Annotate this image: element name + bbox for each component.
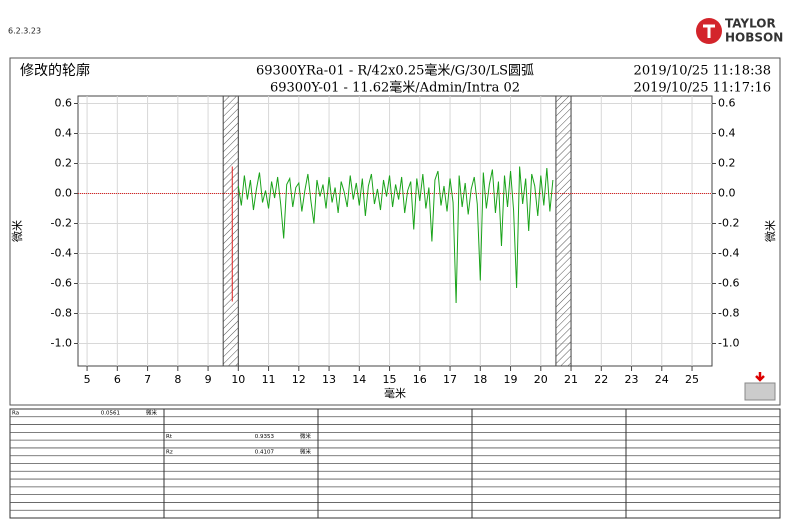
x-tick-label: 7 xyxy=(144,373,151,386)
y2-tick-label: -1.0 xyxy=(718,337,739,350)
x-tick-label: 19 xyxy=(504,373,518,386)
x-tick-label: 14 xyxy=(352,373,366,386)
x-tick-label: 20 xyxy=(534,373,548,386)
y-tick-label: -0.2 xyxy=(51,217,72,230)
param-value: 0.4107 xyxy=(255,449,275,455)
y2-tick-label: -0.8 xyxy=(718,307,739,320)
logo: TAYLOR HOBSON xyxy=(696,17,783,45)
y2-tick-label: 0.6 xyxy=(718,97,736,110)
y2-tick-label: 0.0 xyxy=(718,187,736,200)
x-tick-label: 5 xyxy=(84,373,91,386)
y2-tick-label: -0.4 xyxy=(718,247,739,260)
x-tick-label: 16 xyxy=(413,373,427,386)
excluded-region xyxy=(555,95,572,367)
results-table: Ra 0.0561 微米 Rt 0.9353 微米 Rz 0.4107 微米 xyxy=(9,408,781,519)
param-name: Rz xyxy=(166,449,173,455)
y2-tick-label: -0.6 xyxy=(718,277,739,290)
x-tick-label: 18 xyxy=(473,373,487,386)
x-tick-label: 9 xyxy=(205,373,212,386)
x-tick-label: 25 xyxy=(685,373,699,386)
plot-area xyxy=(77,95,713,367)
export-icon[interactable] xyxy=(744,372,776,401)
x-tick-label: 17 xyxy=(443,373,457,386)
logo-text: TAYLOR xyxy=(725,17,776,31)
chart-title: 修改的轮廓 xyxy=(20,62,90,79)
y2-tick-label: 0.4 xyxy=(718,127,736,140)
x-axis-label: 毫米 xyxy=(384,386,406,400)
param-value: 0.9353 xyxy=(255,434,275,440)
subtitle: 69300YRa-01 - R/42x0.25毫米/G/30/LS圆弧 xyxy=(256,63,534,79)
x-tick-label: 11 xyxy=(262,373,276,386)
y-tick-label: -0.8 xyxy=(51,307,72,320)
x-tick-label: 15 xyxy=(383,373,397,386)
subtitle: 69300Y-01 - 11.62毫米/Admin/Intra 02 xyxy=(270,80,520,96)
version: 6.2.3.23 xyxy=(8,27,41,36)
y-axis-label: 微米 xyxy=(10,220,24,242)
y-tick-label: 0.0 xyxy=(55,187,73,200)
x-tick-label: 23 xyxy=(625,373,639,386)
x-tick-label: 12 xyxy=(292,373,306,386)
y2-axis-label: 微米 xyxy=(763,220,777,242)
y-tick-label: 0.6 xyxy=(55,97,73,110)
x-tick-label: 6 xyxy=(114,373,121,386)
param-value: 0.0561 xyxy=(101,410,120,416)
profile-line xyxy=(237,166,554,304)
excluded-region xyxy=(222,95,239,367)
y2-tick-label: -0.2 xyxy=(718,217,739,230)
y-tick-label: -1.0 xyxy=(51,337,72,350)
plot: 5 6 7 8 9 10 11 12 13 14 15 16 17 18 19 20 21 22 23 24 25 0.6… xyxy=(51,95,739,386)
param-unit: 微米 xyxy=(300,447,312,455)
y-tick-label: -0.6 xyxy=(51,277,72,290)
param-name: Rt xyxy=(166,434,173,440)
param-name: Ra xyxy=(12,410,19,416)
param-unit: 微米 xyxy=(300,432,312,440)
timestamp: 2019/10/25 11:17:16 xyxy=(634,81,771,96)
x-tick-label: 22 xyxy=(594,373,608,386)
x-tick-label: 21 xyxy=(564,373,578,386)
y-tick-label: -0.4 xyxy=(51,247,72,260)
y-tick-label: 0.2 xyxy=(55,157,73,170)
y2-tick-label: 0.2 xyxy=(718,157,736,170)
x-tick-label: 24 xyxy=(655,373,669,386)
logo-text: HOBSON xyxy=(725,31,783,45)
x-tick-label: 8 xyxy=(174,373,181,386)
y-tick-label: 0.4 xyxy=(55,127,73,140)
x-tick-label: 13 xyxy=(322,373,336,386)
param-unit: 微米 xyxy=(146,408,158,416)
timestamp: 2019/10/25 11:18:38 xyxy=(634,64,771,79)
x-tick-label: 10 xyxy=(231,373,245,386)
